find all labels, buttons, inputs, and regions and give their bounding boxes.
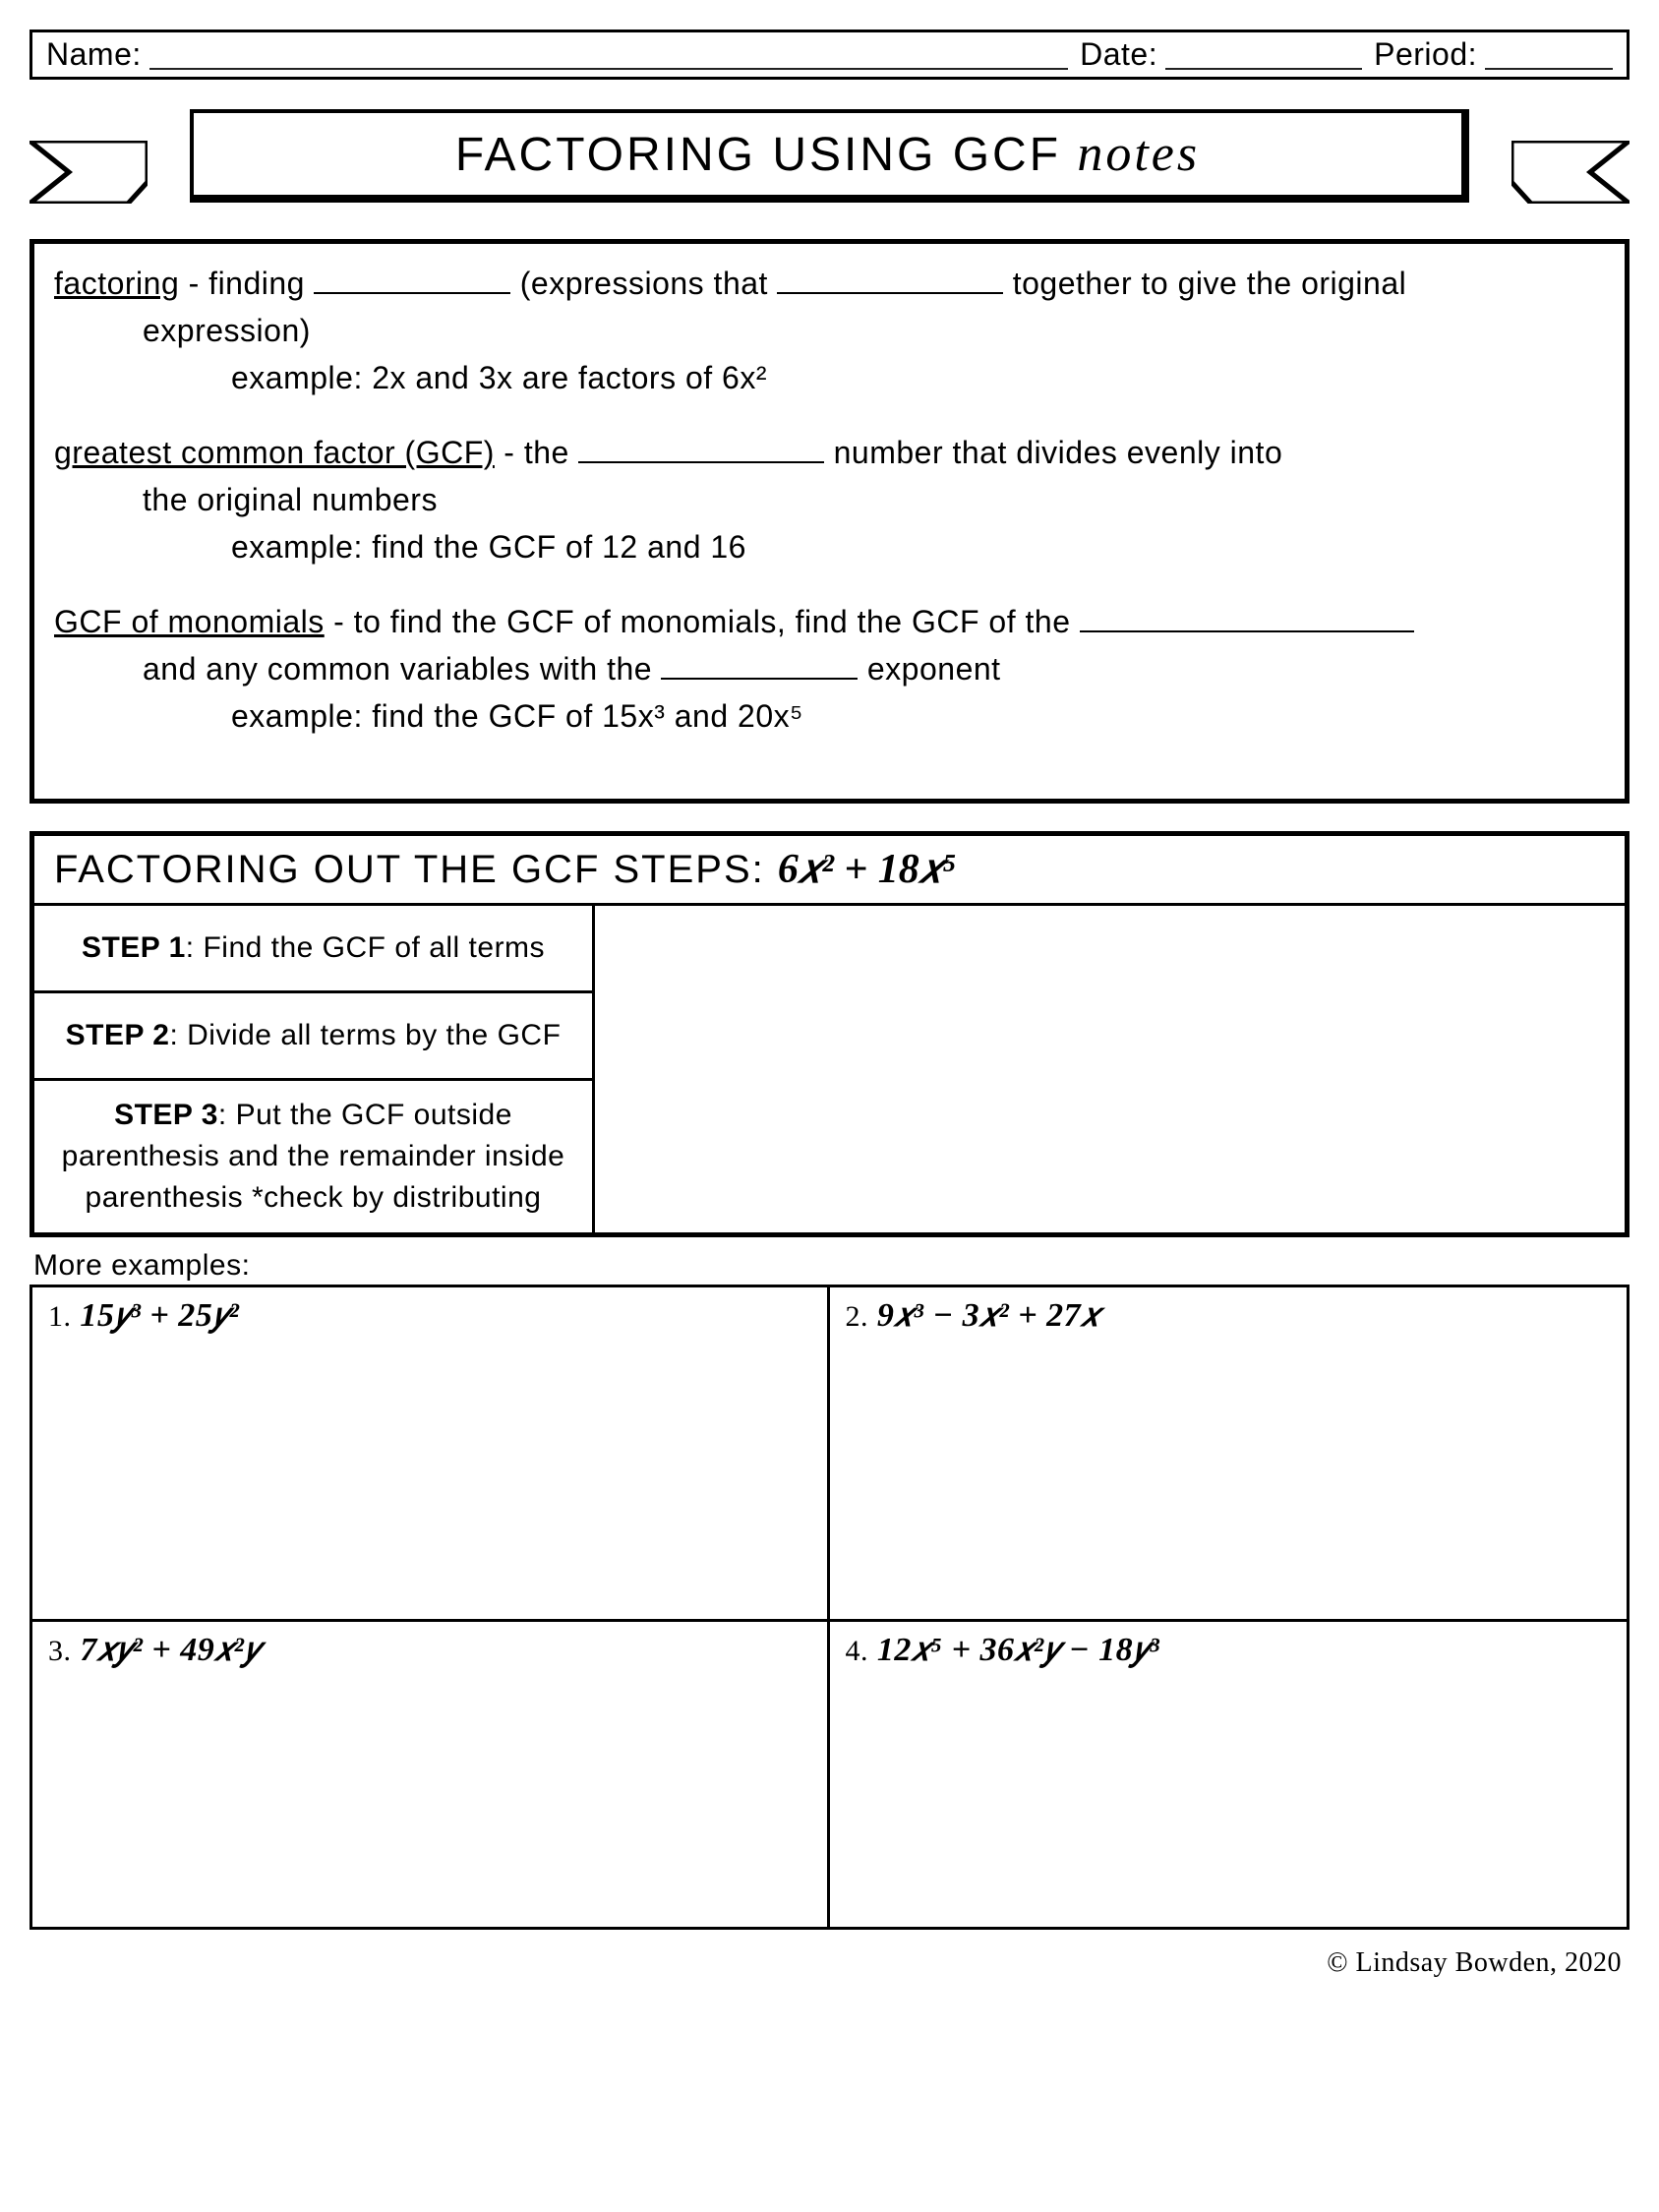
step-1-text: : Find the GCF of all terms [186,931,545,964]
def-monomials: GCF of monomials - to find the GCF of mo… [54,598,1605,740]
name-blank[interactable] [149,40,1068,70]
def-factoring-text2: (expressions that [510,266,777,301]
def-monomials-line2b: exponent [858,651,1000,687]
def-factoring: factoring - finding (expressions that to… [54,260,1605,401]
steps-title: FACTORING OUT THE GCF STEPS: 6𝑥² + 18𝑥⁵ [34,836,1625,906]
def-factoring-line2: expression) [143,307,1605,354]
step-2-num: STEP 2 [66,1019,170,1051]
step-3-cell: STEP 3: Put the GCF outside parenthesis … [34,1081,592,1232]
def-monomials-term: GCF of monomials [54,604,325,639]
def-gcf-text1: - the [495,435,578,470]
date-blank[interactable] [1165,40,1362,70]
example-4-math: 12𝑥⁵ + 36𝑥²𝑦 − 18𝑦³ [877,1632,1159,1668]
example-2[interactable]: 2. 9𝑥³ − 3𝑥² + 27𝑥 [830,1287,1628,1622]
def-gcf: greatest common factor (GCF) - the numbe… [54,429,1605,570]
def-factoring-text1: - finding [179,266,314,301]
def-monomials-text1: - to find the GCF of monomials, find the… [325,604,1080,639]
example-3-num: 3. [48,1635,72,1667]
steps-container: FACTORING OUT THE GCF STEPS: 6𝑥² + 18𝑥⁵ … [30,831,1629,1237]
step-1-num: STEP 1 [82,931,186,964]
title-banner: FACTORING USING GCF notes [30,101,1629,209]
example-2-math: 9𝑥³ − 3𝑥² + 27𝑥 [877,1297,1100,1334]
period-label: Period: [1374,36,1477,73]
def-gcf-term: greatest common factor (GCF) [54,435,495,470]
name-label: Name: [46,36,142,73]
blank-factoring-1[interactable] [314,270,510,294]
example-2-num: 2. [846,1300,869,1333]
steps-left-column: STEP 1: Find the GCF of all terms STEP 2… [34,906,595,1232]
definitions-box: factoring - finding (expressions that to… [30,239,1629,804]
examples-grid: 1. 15𝑦³ + 25𝑦² 2. 9𝑥³ − 3𝑥² + 27𝑥 3. 7𝑥𝑦… [30,1285,1629,1930]
def-gcf-text2: number that divides evenly into [824,435,1282,470]
example-3-math: 7𝑥𝑦² + 49𝑥²𝑦 [80,1632,260,1668]
steps-title-text: FACTORING OUT THE GCF STEPS: [54,848,778,891]
def-factoring-example: example: 2x and 3x are factors of 6x² [231,354,1605,401]
example-1-num: 1. [48,1300,72,1333]
steps-work-area[interactable] [595,906,1625,1232]
blank-monomials-1[interactable] [1080,609,1414,632]
def-factoring-term: factoring [54,266,179,301]
title-script-text: notes [1077,126,1200,182]
steps-body: STEP 1: Find the GCF of all terms STEP 2… [34,906,1625,1232]
example-3[interactable]: 3. 7𝑥𝑦² + 49𝑥²𝑦 [32,1622,830,1927]
blank-factoring-2[interactable] [777,270,1003,294]
def-gcf-example: example: find the GCF of 12 and 16 [231,523,1605,570]
ribbon-left-icon [30,141,148,204]
date-label: Date: [1080,36,1157,73]
steps-title-math: 6𝑥² + 18𝑥⁵ [778,847,957,892]
step-2-cell: STEP 2: Divide all terms by the GCF [34,993,592,1081]
def-monomials-example: example: find the GCF of 15x³ and 20x⁵ [231,692,1605,740]
blank-gcf-1[interactable] [578,440,824,463]
example-4-num: 4. [846,1635,869,1667]
step-1-cell: STEP 1: Find the GCF of all terms [34,906,592,993]
footer-copyright: © Lindsay Bowden, 2020 [30,1947,1629,1979]
title-box: FACTORING USING GCF notes [190,109,1470,203]
example-1-math: 15𝑦³ + 25𝑦² [80,1297,239,1334]
title-main-text: FACTORING USING GCF [455,129,1061,181]
period-blank[interactable] [1485,40,1613,70]
def-factoring-text3: together to give the original [1003,266,1406,301]
ribbon-right-icon [1511,141,1629,204]
step-3-num: STEP 3 [114,1099,218,1131]
step-2-text: : Divide all terms by the GCF [169,1019,561,1051]
header-info-box: Name: Date: Period: [30,30,1629,80]
blank-monomials-2[interactable] [661,656,858,680]
def-gcf-line2: the original numbers [143,476,1605,523]
more-examples-label: More examples: [33,1249,1629,1283]
example-1[interactable]: 1. 15𝑦³ + 25𝑦² [32,1287,830,1622]
def-monomials-line2a: and any common variables with the [143,651,661,687]
example-4[interactable]: 4. 12𝑥⁵ + 36𝑥²𝑦 − 18𝑦³ [830,1622,1628,1927]
